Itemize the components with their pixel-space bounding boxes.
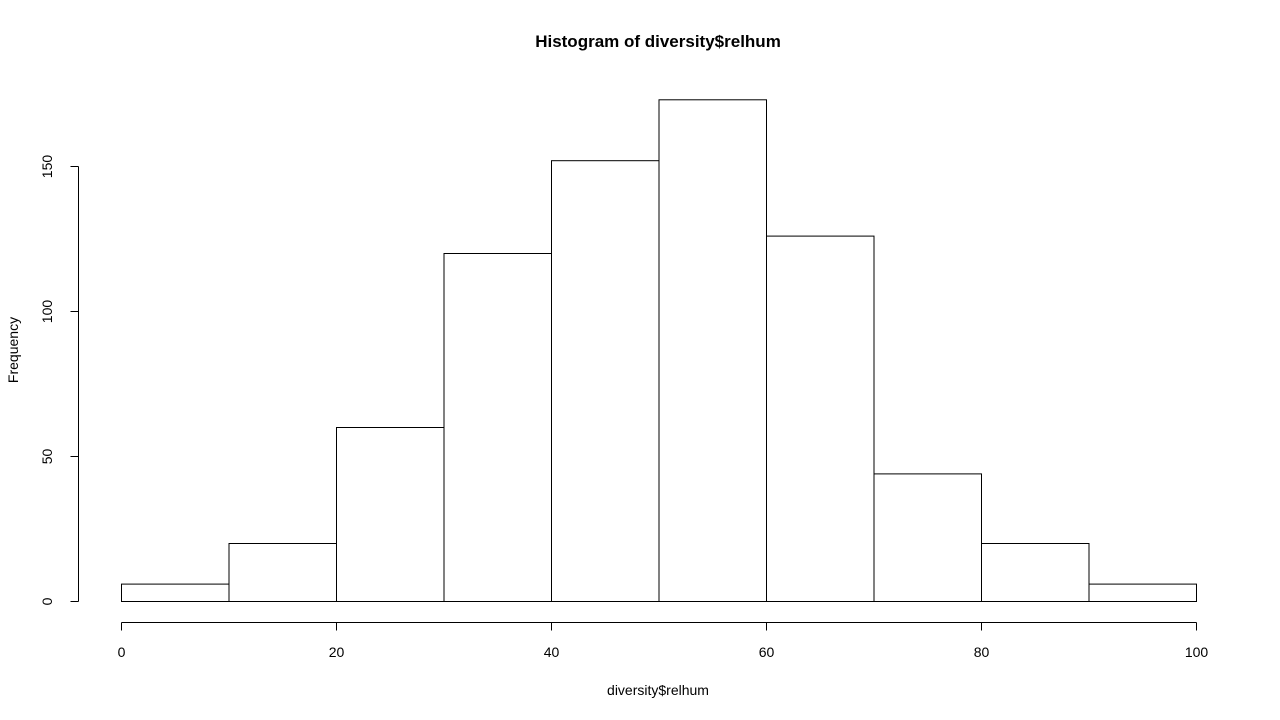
x-tick-label: 80 (974, 644, 990, 660)
histogram-bar (228, 543, 337, 602)
x-tick-label: 60 (759, 644, 775, 660)
histogram-bar (121, 583, 230, 602)
histogram-bar (873, 473, 982, 602)
histogram-bar (766, 235, 875, 602)
histogram-bar (1088, 583, 1197, 602)
x-axis: 0 20 40 60 80 100 (118, 622, 1209, 660)
chart-title: Histogram of diversity$relhum (535, 32, 781, 51)
x-axis-label: diversity$relhum (607, 682, 709, 698)
y-tick-label: 100 (39, 300, 55, 324)
histogram-bar (658, 99, 767, 603)
y-axis: 0 50 100 150 (39, 155, 79, 605)
y-tick-label: 50 (39, 449, 55, 465)
histogram-bar (443, 253, 552, 602)
histogram-bar (981, 543, 1090, 602)
y-tick-label: 0 (39, 597, 55, 605)
y-tick-label: 150 (39, 155, 55, 179)
x-tick-label: 20 (329, 644, 345, 660)
histogram-bar (336, 427, 445, 602)
x-tick-label: 100 (1185, 644, 1209, 660)
bars-group (121, 99, 1197, 603)
y-axis-label: Frequency (5, 317, 21, 383)
x-tick-label: 0 (118, 644, 126, 660)
x-tick-label: 40 (544, 644, 560, 660)
histogram-bar (551, 160, 660, 602)
